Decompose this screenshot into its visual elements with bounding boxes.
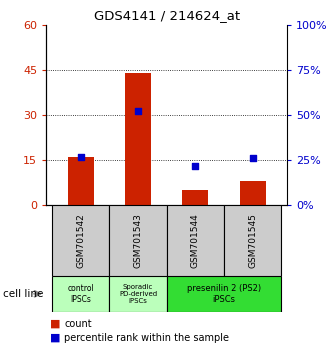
Text: Sporadic
PD-derived
iPSCs: Sporadic PD-derived iPSCs — [119, 284, 157, 304]
Text: GSM701543: GSM701543 — [133, 213, 143, 268]
Text: GSM701542: GSM701542 — [76, 213, 85, 268]
Point — [250, 155, 255, 161]
Text: GSM701544: GSM701544 — [191, 213, 200, 268]
Bar — [52, 205, 109, 276]
Bar — [167, 205, 224, 276]
Bar — [125, 73, 151, 205]
Text: control
IPSCs: control IPSCs — [67, 284, 94, 303]
Bar — [167, 276, 281, 312]
Bar — [109, 276, 167, 312]
Text: ■: ■ — [50, 333, 60, 343]
Point — [78, 154, 83, 159]
Text: percentile rank within the sample: percentile rank within the sample — [64, 333, 229, 343]
Bar — [52, 276, 109, 312]
Bar — [182, 190, 208, 205]
Bar — [68, 157, 93, 205]
Point — [193, 163, 198, 169]
Title: GDS4141 / 214624_at: GDS4141 / 214624_at — [94, 9, 240, 22]
Bar — [224, 205, 281, 276]
Text: presenilin 2 (PS2)
iPSCs: presenilin 2 (PS2) iPSCs — [187, 284, 261, 303]
Text: cell line: cell line — [3, 289, 44, 299]
Bar — [240, 181, 266, 205]
Bar — [109, 205, 167, 276]
Point — [135, 109, 141, 114]
Text: count: count — [64, 319, 92, 329]
Text: GSM701545: GSM701545 — [248, 213, 257, 268]
Text: ■: ■ — [50, 319, 60, 329]
